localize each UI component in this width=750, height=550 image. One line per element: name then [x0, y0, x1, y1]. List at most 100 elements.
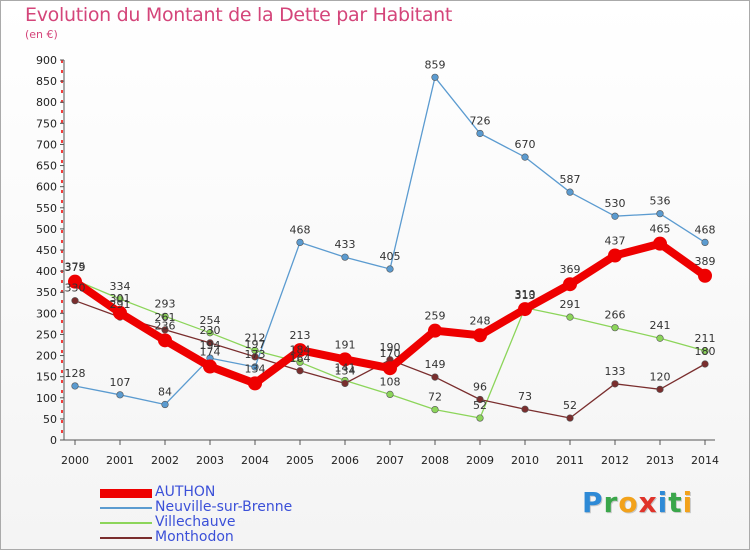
- data-label: 134: [335, 364, 356, 377]
- data-point: [206, 339, 214, 347]
- data-label: 52: [563, 399, 577, 412]
- y-tick-label: 650: [36, 160, 57, 173]
- data-label: 254: [200, 314, 221, 327]
- data-point: [611, 380, 619, 388]
- legend-label: Monthodon: [155, 529, 234, 545]
- data-point: [566, 188, 574, 196]
- data-label: 184: [290, 343, 311, 356]
- data-point: [251, 353, 259, 361]
- chart-axes: 0 50 100 150 200 250 300 350 400 450 500 550 600 650 7…: [36, 54, 719, 467]
- data-point: [248, 376, 262, 391]
- data-point: [296, 367, 304, 375]
- data-label: 190: [380, 341, 401, 354]
- series-neuville-sur-brenne: [71, 73, 709, 409]
- data-label: 170: [380, 347, 401, 360]
- x-tick-label: 2005: [286, 454, 314, 467]
- proxiti-logo: Proxiti: [582, 486, 693, 519]
- data-label: 670: [515, 138, 536, 151]
- data-point: [521, 153, 529, 161]
- data-point: [296, 358, 304, 366]
- x-tick-label: 2004: [241, 454, 269, 467]
- x-tick-label: 2009: [466, 454, 494, 467]
- logo-letter: t: [668, 486, 683, 519]
- series-layer: [68, 73, 712, 422]
- data-point: [203, 359, 217, 374]
- data-point: [611, 324, 619, 332]
- data-point: [293, 343, 307, 358]
- legend-item: Monthodon: [100, 529, 360, 545]
- legend-swatch: [100, 488, 152, 498]
- data-label: 379: [65, 261, 86, 274]
- data-label: 212: [245, 331, 266, 344]
- data-label: 437: [605, 234, 626, 247]
- data-point: [656, 385, 664, 393]
- data-label: 241: [650, 319, 671, 332]
- x-tick-label: 2010: [511, 454, 539, 467]
- data-label: 191: [335, 338, 356, 351]
- data-point: [158, 333, 172, 348]
- data-label: 133: [605, 365, 626, 378]
- data-point: [341, 253, 349, 261]
- x-tick-label: 2011: [556, 454, 584, 467]
- legend-label: Neuville-sur-Brenne: [155, 499, 293, 515]
- data-point: [473, 328, 487, 343]
- data-label: 84: [158, 386, 172, 399]
- data-label: 149: [425, 358, 446, 371]
- data-label: 52: [473, 399, 487, 412]
- data-label: 468: [695, 223, 716, 236]
- legend-swatch: [100, 537, 152, 539]
- logo-letter: o: [618, 486, 639, 519]
- data-label: 107: [110, 376, 131, 389]
- legend-swatch: [100, 507, 152, 509]
- data-label: 261: [155, 311, 176, 324]
- legend-swatch: [100, 522, 152, 524]
- data-point: [518, 302, 532, 317]
- logo-letter: x: [638, 486, 658, 519]
- data-label: 313: [515, 289, 536, 302]
- x-tick-label: 2003: [196, 454, 224, 467]
- logo-letter: i: [682, 486, 694, 519]
- y-tick-label: 350: [36, 286, 57, 299]
- data-point: [476, 414, 484, 422]
- data-point: [341, 379, 349, 388]
- data-point: [566, 414, 574, 422]
- y-tick-label: 850: [36, 75, 57, 88]
- data-label: 375: [65, 261, 86, 274]
- data-point: [116, 391, 124, 399]
- y-tick-label: 900: [36, 54, 57, 67]
- data-label: 291: [110, 298, 131, 311]
- data-label: 293: [155, 297, 176, 310]
- data-label: 108: [380, 375, 401, 388]
- y-tick-label: 550: [36, 202, 57, 215]
- data-label: 173: [245, 348, 266, 361]
- chart-subtitle: (en €): [25, 28, 58, 41]
- logo-letter: i: [657, 486, 669, 519]
- data-label: 530: [605, 197, 626, 210]
- x-tick-label: 2001: [106, 454, 134, 467]
- y-tick-label: 800: [36, 96, 57, 109]
- y-tick-label: 100: [36, 392, 57, 405]
- data-point: [476, 395, 484, 404]
- data-label: 334: [110, 280, 131, 293]
- data-label: 134: [245, 362, 266, 375]
- data-point: [476, 129, 484, 138]
- x-tick-label: 2000: [61, 454, 89, 467]
- data-label: 211: [695, 332, 716, 345]
- data-label: 726: [470, 114, 491, 127]
- data-point: [563, 277, 577, 292]
- data-point: [701, 360, 709, 368]
- data-label: 330: [65, 282, 86, 295]
- data-point: [386, 390, 394, 399]
- data-label: 194: [200, 339, 221, 352]
- legend-label: Villechauve: [155, 514, 236, 530]
- x-tick-label: 2014: [691, 454, 719, 467]
- data-label: 180: [695, 345, 716, 358]
- y-tick-label: 0: [50, 434, 57, 447]
- data-point: [116, 295, 124, 303]
- data-point: [161, 326, 169, 334]
- data-label: 96: [473, 380, 487, 393]
- data-point: [338, 352, 352, 367]
- legend-label: AUTHON: [155, 484, 216, 500]
- data-point: [431, 373, 439, 381]
